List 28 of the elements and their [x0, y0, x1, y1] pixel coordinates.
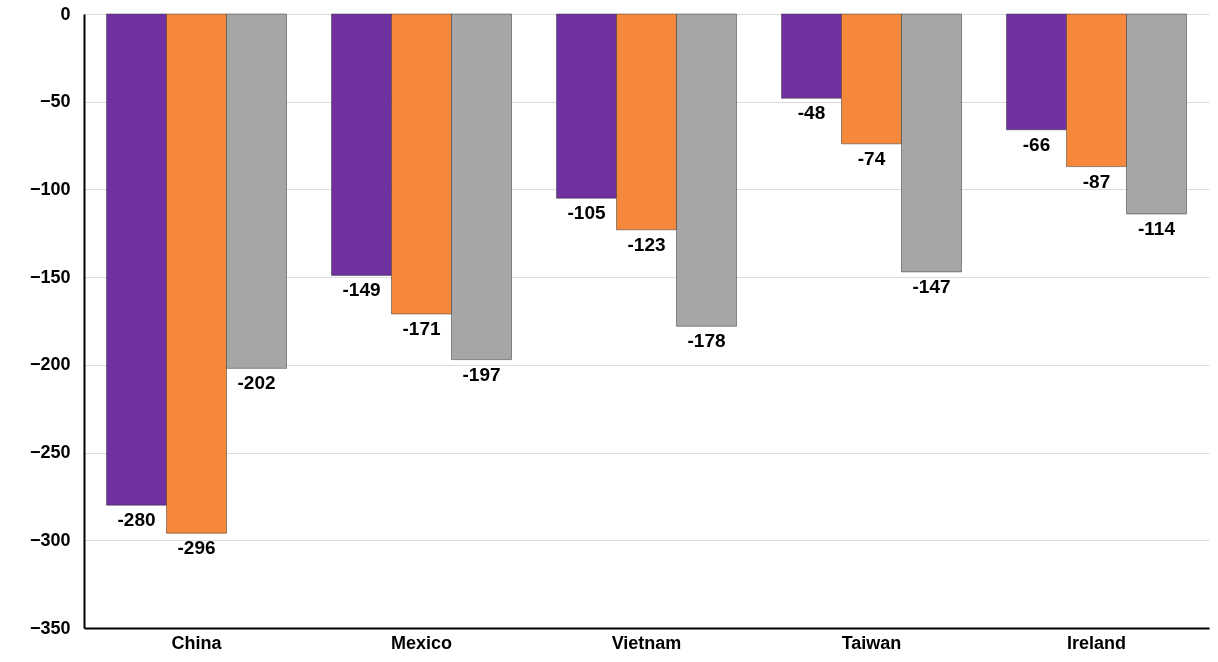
x-tick-label: China	[171, 632, 223, 653]
y-tick-label: 0	[60, 3, 71, 24]
y-tick-label: −50	[39, 91, 71, 112]
y-tick-label: −150	[29, 266, 71, 287]
data-label: -280	[117, 509, 156, 531]
data-label: -149	[342, 279, 381, 301]
data-label: -197	[462, 363, 501, 385]
data-label: -202	[237, 372, 276, 394]
y-tick-label: −100	[29, 178, 71, 199]
x-tick-label: Taiwan	[841, 632, 902, 653]
data-label: -171	[402, 317, 441, 339]
x-tick-label: Ireland	[1066, 632, 1127, 653]
data-label: -114	[1138, 217, 1176, 239]
data-label: -48	[797, 102, 826, 124]
data-label: -105	[567, 202, 606, 224]
y-tick-label: −250	[29, 442, 71, 463]
data-label: -123	[627, 233, 666, 255]
data-label: -66	[1022, 133, 1051, 155]
y-tick-label: −350	[29, 617, 71, 638]
data-label: -147	[912, 275, 951, 297]
x-tick-label: Mexico	[390, 632, 453, 653]
x-tick-label: Vietnam	[611, 632, 682, 653]
data-label: -87	[1082, 170, 1111, 192]
y-tick-label: −200	[29, 354, 71, 375]
y-tick-label: −300	[29, 529, 71, 550]
data-label: -74	[857, 147, 886, 169]
data-label: -296	[177, 537, 216, 559]
data-label: -178	[687, 330, 726, 352]
